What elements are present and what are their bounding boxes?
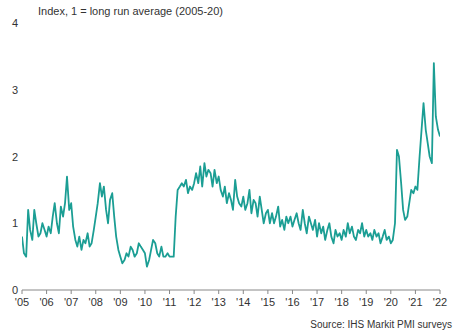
x-tick-label: '06 [39, 296, 53, 308]
x-tick-label: '18 [334, 296, 348, 308]
x-tick [292, 290, 293, 294]
x-tick-label: '10 [138, 296, 152, 308]
x-tick [71, 290, 72, 294]
x-tick [341, 290, 342, 294]
x-tick [243, 290, 244, 294]
y-tick-label: 3 [12, 84, 18, 96]
x-tick-label: '13 [212, 296, 226, 308]
x-tick [390, 290, 391, 294]
y-axis-label: Index, 1 = long run average (2005-20) [38, 5, 223, 17]
x-tick-label: '08 [89, 296, 103, 308]
x-tick [144, 290, 145, 294]
x-tick [317, 290, 318, 294]
x-axis-line [22, 290, 440, 291]
x-tick [366, 290, 367, 294]
x-tick-label: '22 [433, 296, 447, 308]
x-tick [120, 290, 121, 294]
x-tick-label: '16 [285, 296, 299, 308]
x-tick [267, 290, 268, 294]
x-tick-label: '21 [408, 296, 422, 308]
series-group [22, 63, 440, 267]
x-tick-label: '20 [384, 296, 398, 308]
x-tick-label: '14 [236, 296, 250, 308]
y-tick-label: 1 [12, 217, 18, 229]
x-tick [169, 290, 170, 294]
series-line [22, 63, 440, 267]
x-tick-label: '11 [163, 296, 177, 308]
x-tick-label: '19 [359, 296, 373, 308]
x-tick-label: '15 [261, 296, 275, 308]
x-tick [95, 290, 96, 294]
x-tick [22, 290, 23, 294]
chart: Index, 1 = long run average (2005-20) 0 1 2… [0, 0, 457, 334]
x-tick [218, 290, 219, 294]
x-tick [194, 290, 195, 294]
y-tick-label: 2 [12, 151, 18, 163]
x-tick-label: '12 [187, 296, 201, 308]
x-tick-label: '09 [113, 296, 127, 308]
x-tick [46, 290, 47, 294]
x-tick [415, 290, 416, 294]
source-note: Source: IHS Markit PMI surveys [310, 319, 452, 330]
y-tick-label: 0 [12, 284, 18, 296]
x-tick-label: '17 [310, 296, 324, 308]
y-tick-label: 4 [12, 17, 18, 29]
x-tick-label: '07 [64, 296, 78, 308]
x-tick-label: '05 [15, 296, 29, 308]
x-tick [440, 290, 441, 294]
